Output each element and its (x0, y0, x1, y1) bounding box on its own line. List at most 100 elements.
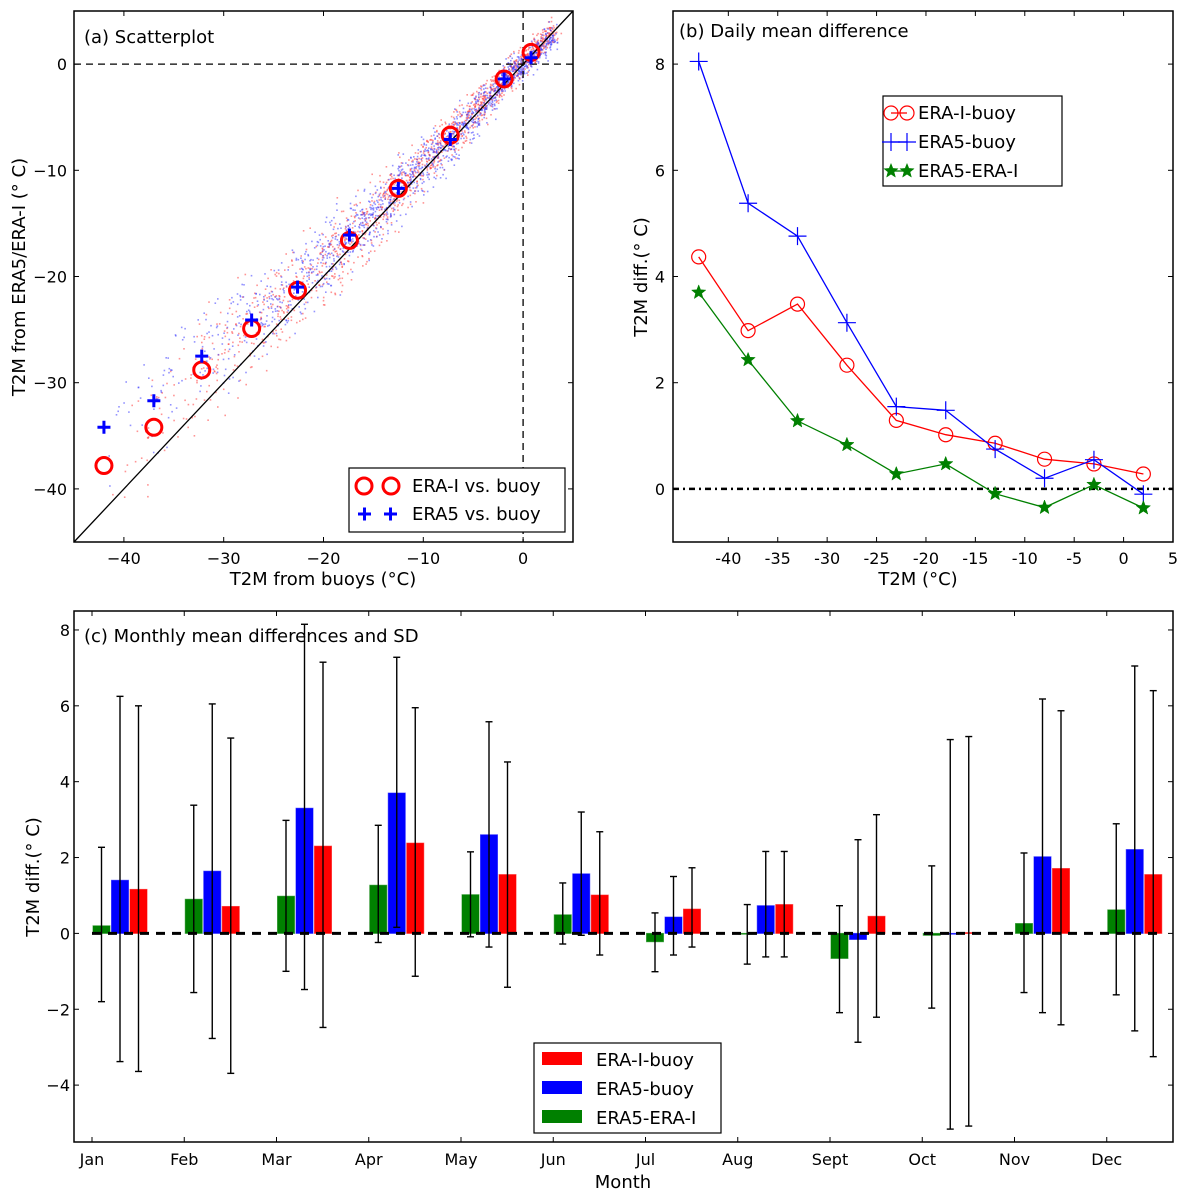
scatter-point (362, 224, 364, 227)
scatter-point (420, 155, 422, 157)
scatter-point (219, 311, 222, 314)
y-tick-label: 6 (655, 161, 665, 180)
legend-label: ERA5 vs. buoy (412, 504, 541, 525)
y-tick-label: 6 (60, 697, 70, 716)
marker-plus (1035, 469, 1054, 488)
scatter-point (476, 110, 478, 113)
scatter-point (271, 297, 273, 300)
scatter-point (336, 209, 338, 211)
scatter-point (337, 254, 339, 256)
scatter-point (177, 436, 179, 438)
scatter-point (279, 295, 281, 298)
scatter-point (361, 217, 363, 219)
scatter-point (442, 149, 445, 152)
scatter-point (340, 210, 343, 213)
scatter-point (443, 157, 446, 159)
scatter-point (332, 254, 335, 257)
scatter-point (222, 388, 225, 391)
scatter-point (279, 338, 282, 341)
scatter-point (160, 391, 163, 393)
scatter-point (418, 166, 420, 168)
scatter-point (556, 39, 558, 41)
scatter-point (482, 107, 485, 109)
scatter-point (485, 117, 488, 120)
scatter-point (203, 338, 206, 340)
scatter-point (224, 414, 226, 417)
scatter-point (479, 112, 481, 114)
scatter-point (333, 216, 335, 219)
x-tick-label: May (444, 1150, 477, 1169)
scatter-point (277, 313, 279, 315)
scatter-point (454, 123, 456, 125)
scatter-point (238, 380, 240, 382)
scatter-point (439, 125, 441, 128)
scatter-point (430, 164, 432, 167)
scatter-point (469, 126, 471, 129)
scatter-point (387, 187, 390, 189)
scatter-point (375, 217, 377, 220)
scatter-point (216, 364, 218, 366)
scatter-point (521, 62, 524, 65)
scatter-point (242, 318, 244, 320)
scatter-point (454, 108, 456, 110)
scatter-point (350, 240, 353, 243)
bin-marker-era-i (144, 417, 164, 437)
scatter-point (204, 370, 206, 372)
scatter-point (389, 216, 392, 218)
scatter-point (236, 365, 239, 367)
scatter-point (490, 98, 493, 100)
scatter-point (481, 101, 484, 104)
scatter-point (167, 416, 170, 419)
scatter-point (299, 311, 302, 313)
scatter-point (355, 215, 357, 217)
scatter-point (218, 323, 221, 325)
scatter-point (542, 38, 544, 40)
scatter-point (379, 214, 381, 217)
scatter-point (291, 259, 293, 261)
scatter-point (439, 177, 442, 179)
scatter-point (322, 254, 324, 257)
scatter-point (391, 164, 394, 167)
scatter-point (324, 278, 326, 281)
scatter-point (519, 68, 522, 71)
scatter-point (431, 139, 433, 141)
scatter-point (498, 90, 501, 92)
scatter-point (369, 204, 372, 206)
scatter-point (249, 366, 252, 369)
legend-label: ERA-I vs. buoy (412, 476, 541, 497)
scatter-point (460, 137, 462, 140)
scatter-point (502, 68, 505, 70)
scatter-point (392, 203, 395, 205)
scatter-point (275, 271, 278, 274)
scatter-point (510, 84, 513, 86)
scatter-point (378, 222, 380, 224)
scatter-point (270, 305, 273, 308)
scatter-point (239, 325, 242, 328)
scatter-point (305, 267, 307, 270)
scatter-point (450, 115, 453, 118)
scatter-point (461, 113, 463, 116)
scatter-point (253, 306, 256, 308)
scatter-point (500, 83, 503, 86)
scatter-point (552, 25, 555, 27)
scatter-point (371, 200, 373, 202)
scatter-point (354, 220, 356, 222)
series-line (698, 292, 1144, 509)
scatter-point (410, 189, 412, 192)
plot-frame (73, 610, 1174, 1143)
scatter-point (321, 251, 323, 253)
scatter-point (401, 204, 403, 207)
scatter-point (157, 396, 160, 399)
scatter-point (264, 341, 266, 344)
scatter-point (331, 268, 334, 270)
scatter-point (343, 237, 346, 239)
scatter-point (398, 169, 400, 172)
scatter-point (354, 231, 357, 233)
legend-label: ERA5-ERA-I (918, 161, 1018, 182)
scatter-point (368, 216, 371, 219)
scatter-point (534, 60, 537, 63)
scatter-point (397, 209, 399, 211)
scatter-point (270, 307, 273, 309)
scatter-point (487, 123, 489, 126)
